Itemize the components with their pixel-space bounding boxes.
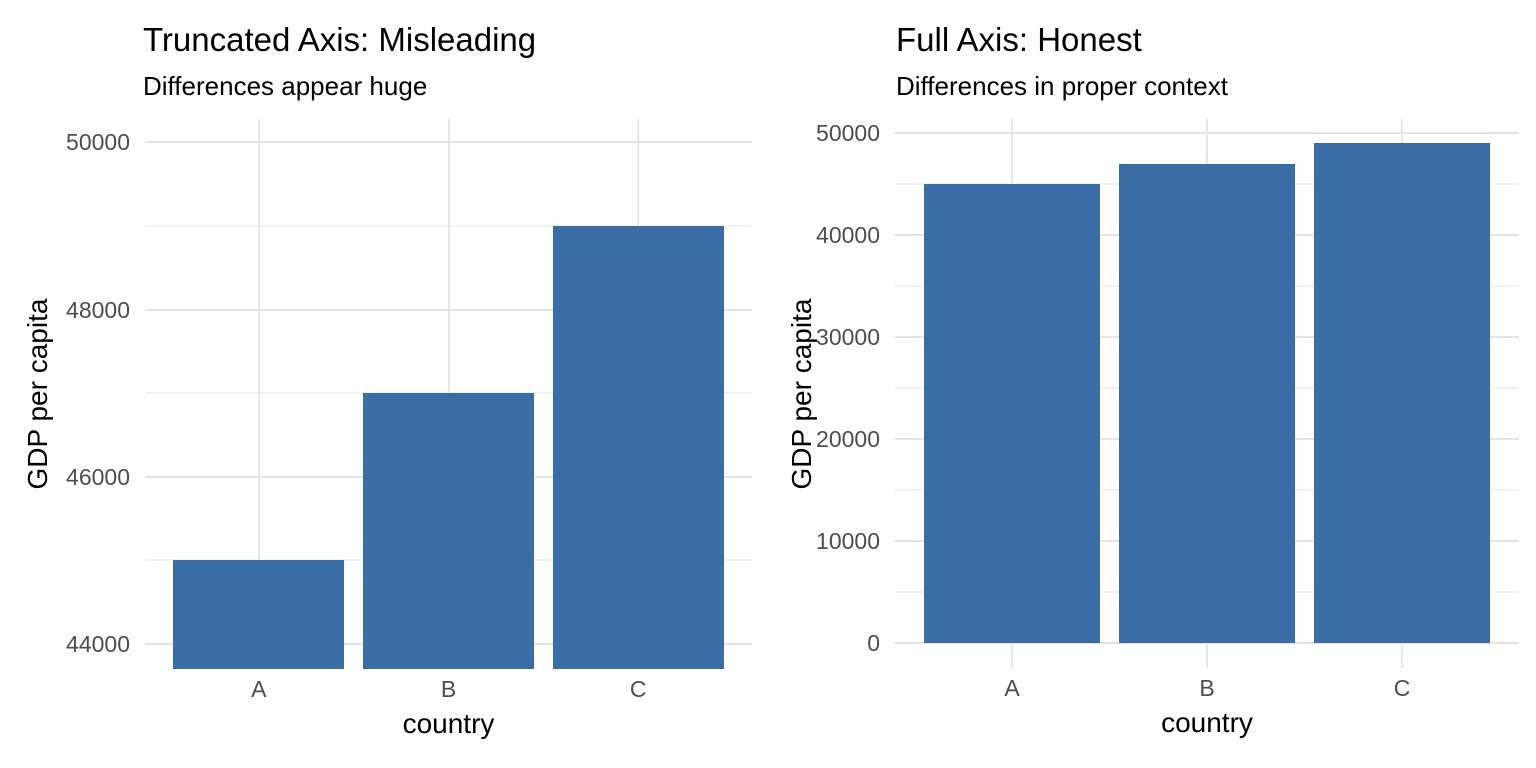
bar-A	[173, 560, 345, 669]
gridline-vertical	[257, 119, 260, 669]
chart-subtitle: Differences appear huge	[143, 71, 428, 101]
chart-full-axis: Full Axis: Honest Differences in proper …	[768, 0, 1536, 768]
bar-C	[552, 225, 724, 669]
y-tick-label: 10000	[816, 528, 880, 554]
bar-B	[1119, 163, 1295, 643]
x-tick-label: C	[629, 676, 647, 702]
chart-truncated-axis: Truncated Axis: Misleading Differences a…	[22, 21, 752, 739]
x-axis-title: country	[402, 708, 495, 739]
x-tick-label: C	[1393, 675, 1411, 701]
bar-B	[363, 393, 534, 669]
x-tick-label: A	[251, 676, 267, 702]
y-axis-title: GDP per capita	[786, 298, 817, 489]
y-tick-label: 40000	[816, 221, 880, 248]
x-tick-label: B	[1199, 675, 1215, 701]
y-tick-label: 50000	[66, 129, 130, 156]
y-tick-label: 50000	[816, 119, 880, 146]
x-tick-label: B	[440, 676, 457, 702]
plot-panel	[895, 119, 1519, 668]
bar-C	[1314, 143, 1490, 643]
y-tick-label: 20000	[816, 425, 880, 452]
x-tick-label: A	[1004, 675, 1020, 701]
y-tick-label: 44000	[66, 630, 130, 657]
chart-subtitle: Differences in proper context	[896, 71, 1228, 101]
y-tick-label: 0	[867, 630, 880, 656]
y-axis-title: GDP per capita	[22, 298, 53, 490]
chart-title: Truncated Axis: Misleading	[143, 21, 537, 58]
chart-title: Full Axis: Honest	[896, 21, 1142, 58]
y-tick-label: 30000	[816, 323, 880, 350]
x-axis-title: country	[1161, 707, 1253, 738]
plot-panel	[145, 119, 752, 669]
y-tick-label: 46000	[66, 463, 130, 490]
bar-A	[924, 183, 1100, 643]
y-tick-label: 48000	[66, 296, 130, 323]
